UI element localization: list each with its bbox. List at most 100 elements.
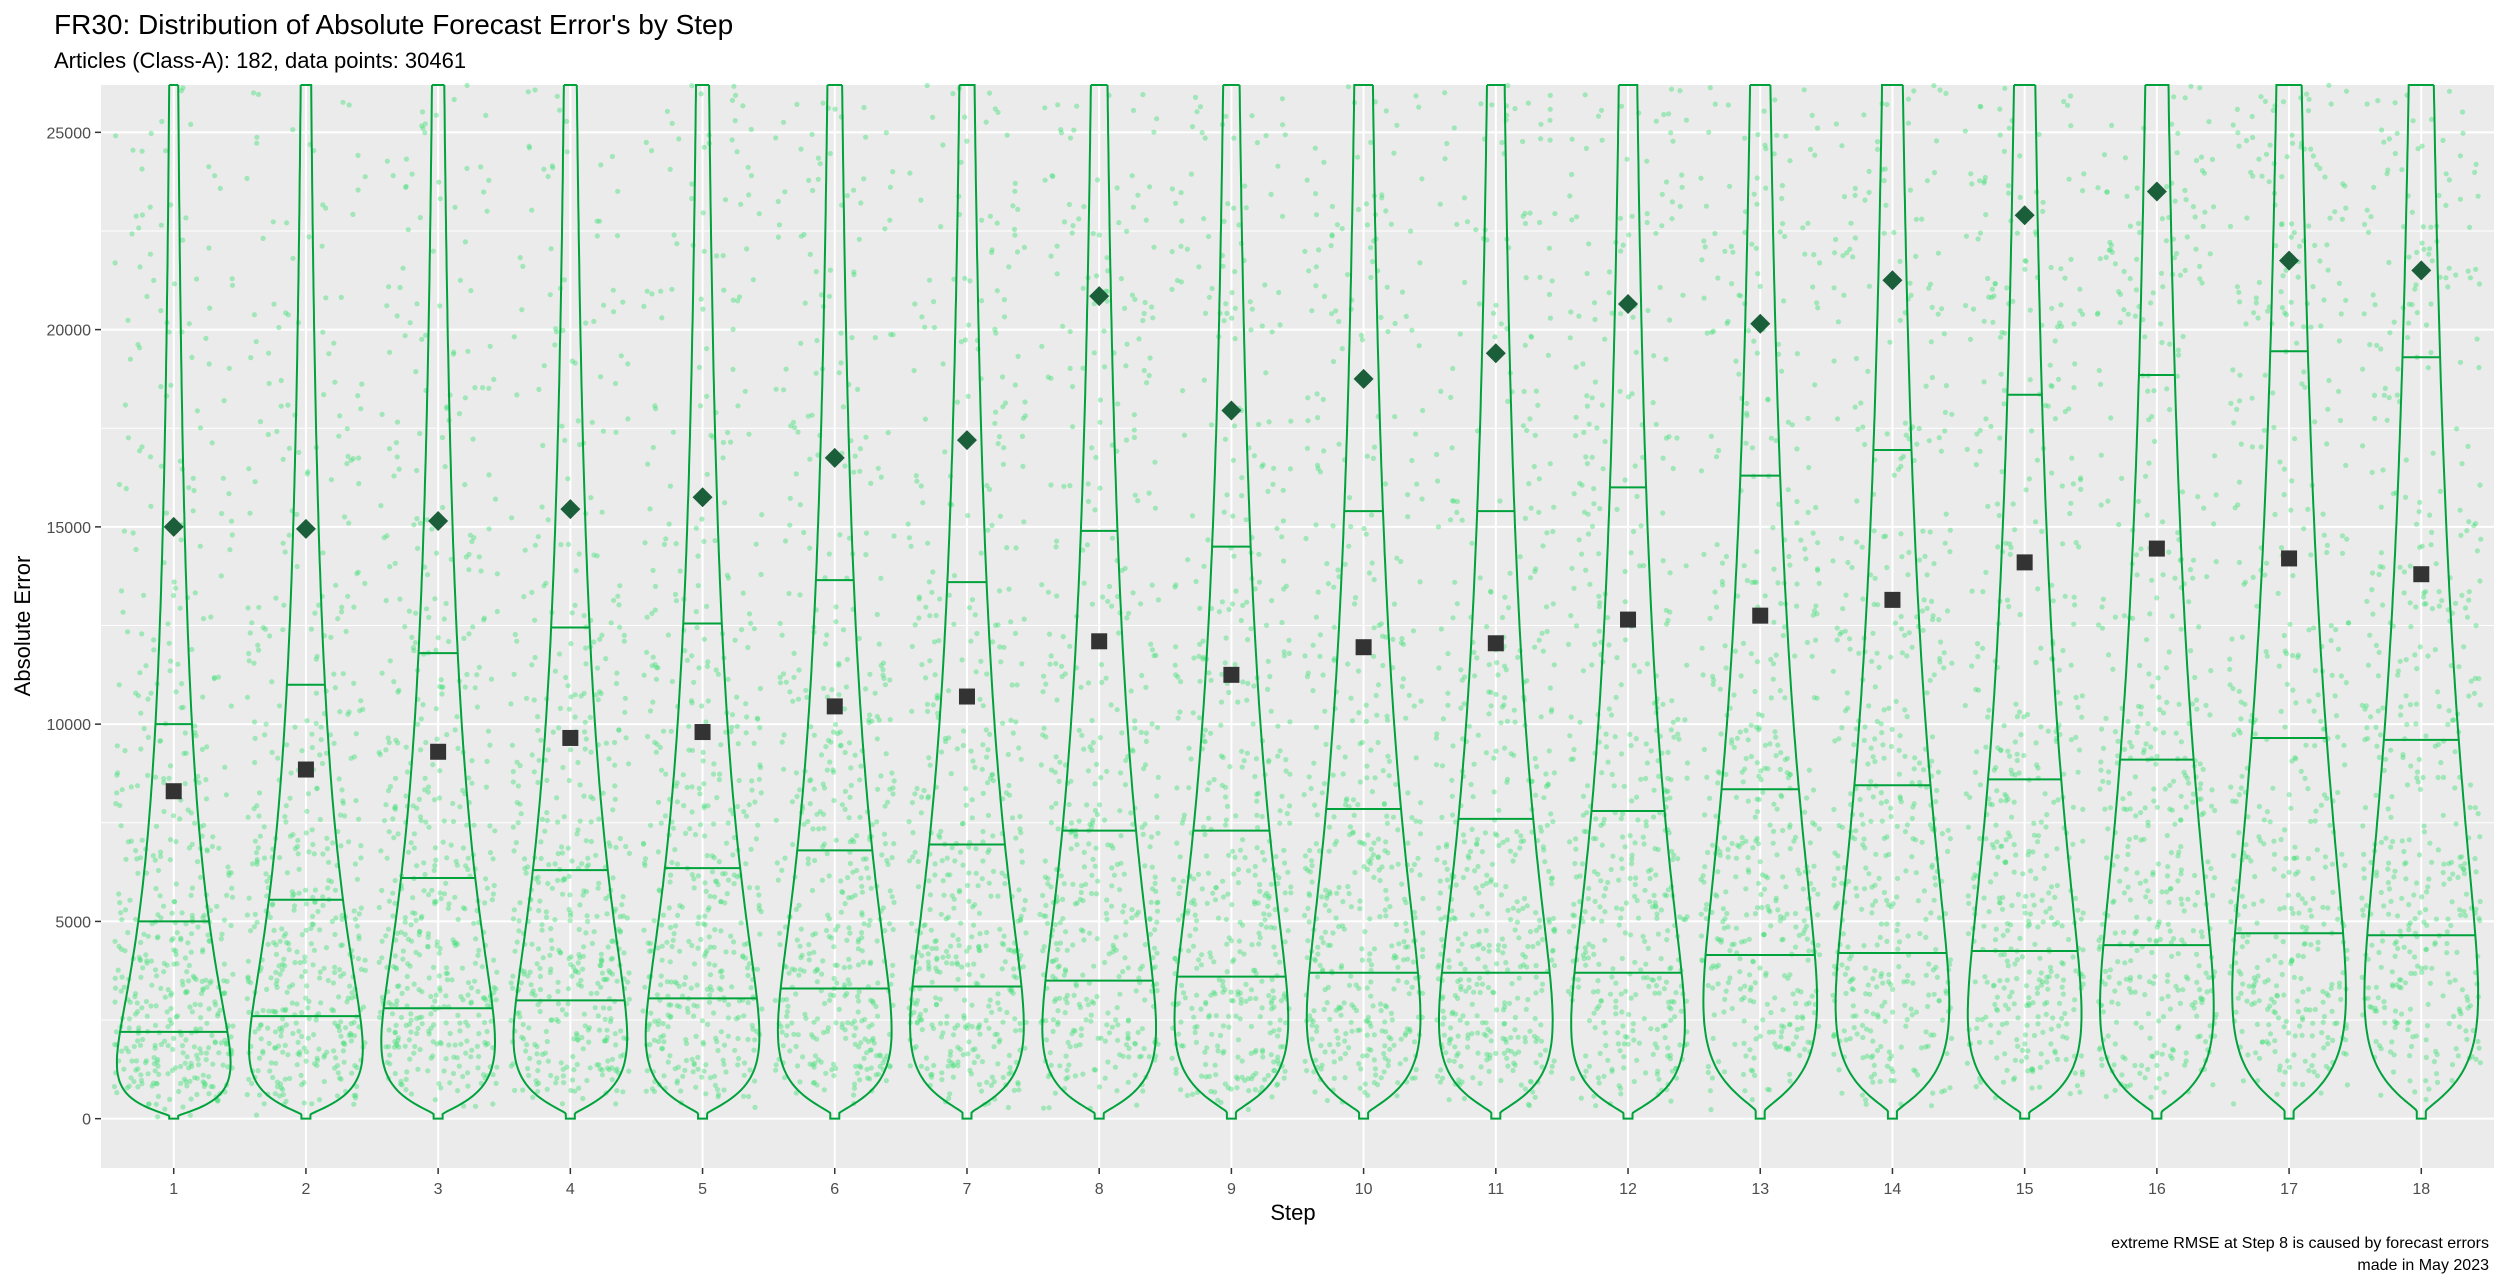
data-point	[1301, 792, 1307, 798]
data-point	[318, 1000, 324, 1006]
data-point	[1253, 1070, 1259, 1076]
data-point	[197, 1002, 203, 1008]
data-point	[704, 663, 711, 670]
data-point	[836, 660, 842, 667]
data-point	[691, 961, 698, 967]
data-point	[1186, 745, 1192, 751]
data-point	[604, 1034, 610, 1040]
data-point	[1377, 877, 1383, 884]
data-point	[827, 759, 833, 765]
data-point	[221, 978, 227, 984]
data-point	[417, 215, 423, 221]
data-point	[623, 843, 629, 850]
data-point	[846, 740, 853, 746]
data-point	[1169, 286, 1175, 292]
data-point	[138, 746, 144, 752]
data-point	[944, 855, 950, 861]
data-point	[973, 870, 979, 876]
data-point	[741, 1072, 747, 1078]
data-point	[1220, 878, 1226, 884]
data-point	[510, 768, 516, 775]
data-point	[842, 463, 848, 469]
data-point	[118, 910, 124, 916]
data-point	[303, 1049, 310, 1055]
data-point	[293, 1020, 299, 1026]
data-point	[695, 583, 701, 589]
data-point	[1201, 824, 1207, 830]
data-point	[431, 797, 438, 803]
data-point	[410, 910, 416, 916]
data-point	[1133, 988, 1139, 994]
data-point	[351, 1101, 357, 1107]
data-point	[933, 995, 939, 1001]
data-point	[1218, 753, 1224, 759]
data-point	[539, 927, 545, 933]
data-point	[793, 1043, 799, 1050]
data-point	[483, 876, 489, 882]
data-point	[486, 526, 492, 532]
data-point	[149, 982, 155, 988]
data-point	[378, 503, 384, 509]
data-point	[351, 754, 357, 760]
data-point	[1365, 1018, 1371, 1024]
data-point	[443, 1020, 449, 1026]
data-point	[125, 317, 131, 323]
data-point	[967, 605, 973, 611]
data-point	[204, 984, 210, 990]
data-point	[491, 376, 497, 382]
data-point	[728, 439, 734, 445]
data-point	[1280, 518, 1286, 524]
data-point	[133, 546, 139, 553]
data-point	[1382, 907, 1388, 913]
data-point	[1201, 216, 1207, 222]
data-point	[1108, 903, 1115, 909]
data-point	[991, 1044, 997, 1050]
data-point	[779, 1029, 785, 1035]
data-point	[352, 1063, 358, 1069]
data-point	[199, 746, 205, 753]
data-point	[1226, 606, 1232, 613]
data-point	[436, 179, 442, 185]
data-point	[1123, 437, 1130, 443]
data-point	[276, 963, 282, 969]
data-point	[112, 975, 118, 981]
data-point	[968, 1071, 975, 1077]
data-point	[480, 385, 486, 391]
data-point	[436, 795, 443, 801]
data-point	[386, 284, 392, 290]
data-point	[650, 654, 656, 660]
data-point	[1371, 840, 1377, 846]
data-point	[511, 671, 517, 677]
data-point	[706, 961, 712, 967]
data-point	[722, 871, 728, 877]
data-point	[1416, 104, 1422, 110]
data-point	[277, 1025, 283, 1032]
data-point	[870, 1035, 876, 1042]
data-point	[1474, 836, 1480, 843]
data-point	[1141, 1046, 1147, 1052]
data-point	[126, 1083, 132, 1089]
data-point	[1088, 890, 1095, 897]
data-point	[600, 790, 606, 796]
data-point	[930, 702, 937, 708]
data-point	[405, 936, 411, 942]
data-point	[279, 1025, 285, 1031]
data-point	[455, 745, 461, 752]
data-point	[1229, 601, 1236, 607]
data-point	[434, 550, 440, 556]
data-point	[807, 251, 813, 257]
data-point	[782, 189, 788, 195]
data-point	[280, 1016, 286, 1022]
data-point	[251, 660, 257, 666]
data-point	[475, 952, 481, 959]
data-point	[806, 957, 812, 963]
data-point	[570, 1054, 576, 1060]
data-point	[450, 937, 456, 943]
data-point	[1040, 689, 1046, 695]
data-point	[483, 112, 489, 118]
data-point	[537, 1008, 543, 1015]
data-point	[1356, 710, 1362, 716]
data-point	[390, 913, 396, 919]
data-point	[1266, 759, 1272, 765]
data-point	[1334, 222, 1340, 228]
